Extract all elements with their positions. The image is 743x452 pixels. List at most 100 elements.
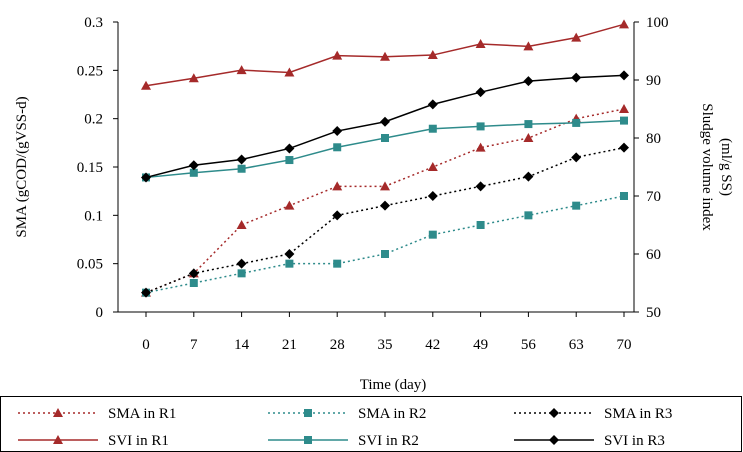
legend: SMA in R1 SMA in R2 SMA in R3 SVI in R1 SVI … (0, 396, 742, 452)
x-axis-ticks: 0 7 14 21 28 35 42 49 56 63 70 (142, 312, 632, 353)
left-tick-label: 0 (96, 305, 104, 321)
data-point (189, 279, 198, 287)
data-point (189, 168, 198, 177)
right-tick-label: 50 (646, 305, 661, 321)
data-point (380, 200, 390, 211)
x-tick-label: 7 (190, 337, 198, 353)
data-point (475, 142, 486, 152)
right-tick-label: 70 (646, 189, 661, 205)
data-point (188, 160, 199, 171)
data-point (236, 65, 247, 75)
data-point (523, 133, 534, 142)
right-tick-label: 60 (646, 247, 661, 263)
x-tick-label: 49 (473, 337, 488, 353)
right-tick-label: 90 (646, 73, 661, 89)
right-tick-label: 100 (646, 15, 669, 31)
series-line (145, 195, 625, 294)
left-tick-label: 0.2 (84, 112, 103, 128)
x-tick-label: 14 (234, 337, 250, 353)
series-svi-in-r1 (141, 19, 629, 90)
data-point (332, 126, 343, 137)
data-point (620, 116, 628, 125)
data-point (141, 172, 151, 183)
data-point (427, 50, 438, 60)
legend-marker (53, 408, 63, 417)
data-point (284, 200, 295, 210)
left-axis-ticks: 0 0.05 0.1 0.15 0.2 0.25 0.3 (77, 15, 118, 321)
left-tick-label: 0.1 (84, 208, 103, 224)
x-tick-label: 21 (282, 337, 297, 353)
data-point (523, 76, 534, 87)
y2-axis-label-line1: Sludge volume index (699, 103, 715, 231)
data-point (524, 120, 533, 129)
data-point (476, 122, 485, 131)
series-svi-in-r3 (141, 70, 629, 183)
x-tick-label: 28 (330, 337, 345, 353)
x-tick-label: 35 (378, 337, 393, 353)
x-tick-label: 63 (569, 337, 584, 353)
data-point (332, 210, 343, 221)
data-point (427, 162, 438, 171)
data-point (571, 72, 582, 83)
series-sma-in-r1 (141, 104, 629, 297)
x-tick-label: 42 (425, 337, 440, 353)
data-point (620, 192, 628, 200)
legend-marker (549, 408, 559, 418)
series-svi-in-r2 (142, 116, 628, 182)
data-point (237, 164, 246, 173)
series-line (145, 146, 625, 294)
data-point (332, 50, 343, 60)
data-point (572, 118, 581, 127)
data-point (475, 39, 486, 49)
data-point (619, 104, 629, 113)
legend-label: SMA in R3 (604, 406, 672, 422)
data-point (475, 181, 486, 192)
data-point (524, 211, 533, 220)
data-point (427, 99, 438, 110)
series-line (145, 119, 625, 179)
legend-marker (304, 436, 312, 444)
data-point (428, 124, 437, 133)
data-point (285, 259, 294, 268)
data-point (284, 249, 295, 259)
x-tick-label: 0 (142, 337, 150, 353)
right-tick-label: 80 (646, 131, 661, 147)
left-tick-label: 0.3 (84, 15, 103, 31)
data-point (380, 116, 390, 127)
data-point (619, 70, 629, 81)
legend-label: SMA in R1 (108, 406, 176, 422)
legend-marker (304, 409, 312, 417)
x-axis-label: Time (day) (360, 377, 427, 393)
data-point (476, 221, 485, 229)
x-tick-label: 56 (521, 337, 537, 353)
data-point (284, 67, 295, 77)
y-axis-label: SMA (gCOD/(gVSS-d) (14, 96, 30, 237)
legend-label: SVI in R3 (604, 433, 665, 449)
data-point (236, 154, 247, 165)
data-point (284, 143, 295, 154)
data-point (141, 80, 151, 90)
data-point (236, 258, 247, 269)
data-point (523, 171, 534, 182)
series-sma-in-r3 (141, 142, 629, 298)
legend-marker (549, 435, 559, 445)
data-point (523, 41, 534, 51)
data-point (380, 51, 390, 61)
x-tick-label: 70 (617, 337, 632, 353)
legend-label: SVI in R2 (358, 433, 419, 449)
legend-label: SVI in R1 (108, 433, 169, 449)
data-point (188, 73, 199, 83)
data-point (380, 181, 390, 191)
y2-axis-label-line2: (ml/g SS) (718, 138, 734, 196)
data-point (571, 152, 582, 163)
data-point (237, 269, 246, 278)
data-point (428, 230, 437, 239)
data-point (381, 134, 389, 142)
data-point (236, 220, 247, 229)
data-point (285, 156, 294, 165)
right-axis-ticks: 50 60 70 80 90 100 (634, 15, 669, 321)
data-point (332, 181, 343, 191)
data-point (427, 191, 438, 201)
data-point (188, 268, 199, 279)
data-point (619, 19, 629, 29)
